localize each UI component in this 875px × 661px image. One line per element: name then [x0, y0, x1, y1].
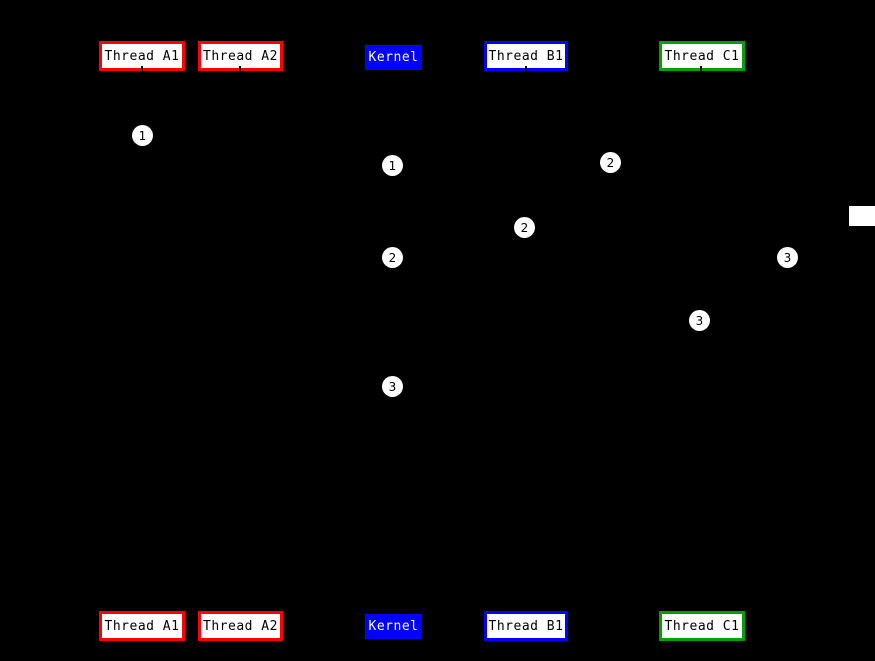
lifeline-tick-bottom-a2 [239, 605, 241, 612]
step-marker-3-right-edge: 3 [777, 247, 798, 268]
lifeline-tick-bottom-c1 [700, 605, 702, 612]
participant-bottom-thread-b1: Thread B1 [484, 611, 568, 641]
step-marker-3-kernel: 3 [382, 376, 403, 397]
lifeline-tick-top-b1 [525, 66, 527, 73]
step-marker-1-kernel: 1 [382, 155, 403, 176]
lifeline-tick-top-c1 [700, 66, 702, 73]
participant-bottom-thread-c1: Thread C1 [659, 611, 745, 641]
step-marker-2-thread-b1: 2 [514, 217, 535, 238]
participant-top-thread-c1: Thread C1 [659, 41, 745, 71]
participant-bottom-kernel: Kernel [365, 614, 422, 639]
step-marker-3-thread-c1: 3 [689, 310, 710, 331]
clipped-white-box [849, 206, 875, 226]
lifeline-tick-bottom-a1 [141, 605, 143, 612]
participant-bottom-thread-a1: Thread A1 [99, 611, 185, 641]
lifeline-tick-top-a2 [239, 66, 241, 73]
step-marker-2-right-of-b1: 2 [600, 152, 621, 173]
lifeline-tick-bottom-b1 [525, 605, 527, 612]
participant-bottom-thread-a2: Thread A2 [198, 611, 283, 641]
lifeline-tick-top-a1 [141, 66, 143, 73]
step-marker-1-thread-a: 1 [132, 125, 153, 146]
participant-top-kernel: Kernel [365, 45, 422, 70]
step-marker-2-kernel: 2 [382, 247, 403, 268]
